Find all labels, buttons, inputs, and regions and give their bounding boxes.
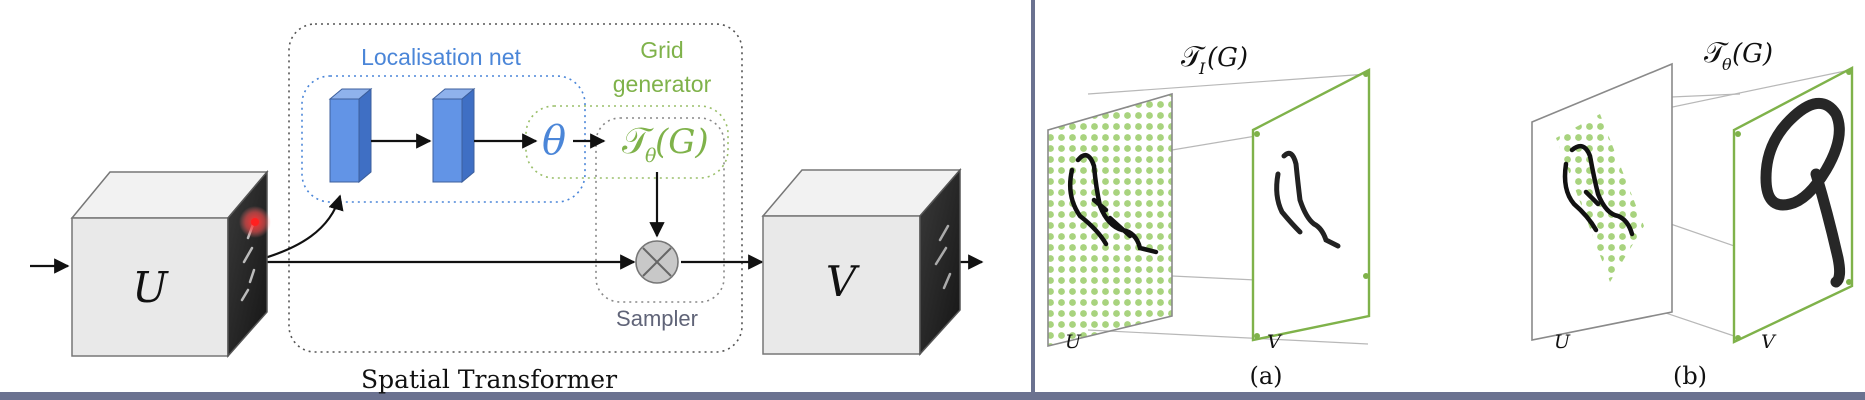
panel-b-u-digit — [1562, 143, 1635, 237]
grid-generator-label-line1: Grid — [640, 37, 683, 63]
panel-b-title: 𝒯 θ (G) — [1704, 36, 1773, 74]
spatial-transformer-diagram: Localisation net Grid generator Sampler … — [30, 23, 984, 394]
panel-a-title-symbol: 𝒯 — [1181, 40, 1206, 73]
theta-symbol: θ — [542, 118, 566, 164]
panel-a-v-label: V — [1267, 331, 1283, 353]
panel-b-title-sub: θ — [1722, 55, 1732, 74]
output-feature-map-v: V — [761, 167, 962, 356]
panel-b-u-label: U — [1554, 331, 1571, 353]
grid-generator-label-line2: generator — [613, 71, 712, 97]
panel-a-v-digit — [1274, 150, 1341, 249]
panel-a-v-plane — [1251, 68, 1371, 342]
panel-b: 𝒯 θ (G) U V (b) — [1531, 36, 1854, 390]
panel-a: 𝒯 I (G) U V (a) — [1047, 40, 1371, 390]
panel-b-title-symbol: 𝒯 — [1704, 36, 1729, 69]
tau-argument: (G) — [655, 122, 709, 162]
input-feature-map-u: U — [70, 169, 271, 358]
u-label: U — [132, 263, 169, 312]
localisation-net-label: Localisation net — [361, 44, 521, 70]
panel-b-v-label: V — [1761, 331, 1777, 353]
panel-divider — [1031, 0, 1035, 400]
loc-net-layer-1 — [328, 87, 373, 184]
panel-a-caption: (a) — [1249, 362, 1282, 390]
sampler-multiply-node — [635, 240, 679, 284]
loc-net-layer-2 — [431, 87, 476, 184]
panel-a-u-label: U — [1065, 331, 1082, 353]
v-label: V — [826, 257, 860, 306]
grid-generator-region — [525, 105, 729, 179]
localisation-net-region — [301, 75, 586, 203]
sampler-label: Sampler — [616, 306, 698, 331]
panel-a-projection-lines — [1087, 73, 1369, 345]
panel-a-title: 𝒯 I (G) — [1181, 40, 1248, 78]
panel-b-v-digit — [1760, 98, 1846, 288]
tau-symbol: 𝒯 — [622, 121, 654, 162]
bottom-frame-bar — [0, 392, 1865, 400]
arrow-u-to-localisation — [257, 194, 344, 262]
grid-transform-label: 𝒯 θ (G) — [622, 121, 709, 167]
panel-a-title-sub: I — [1198, 59, 1206, 78]
sampler-region — [595, 117, 725, 303]
tau-subscript: θ — [645, 145, 657, 167]
panel-b-title-arg: (G) — [1732, 39, 1773, 69]
spatial-transformer-caption: Spatial Transformer — [361, 365, 617, 394]
panel-a-title-arg: (G) — [1207, 43, 1248, 73]
panel-b-caption: (b) — [1673, 362, 1707, 390]
panel-a-u-digit — [1068, 152, 1159, 255]
